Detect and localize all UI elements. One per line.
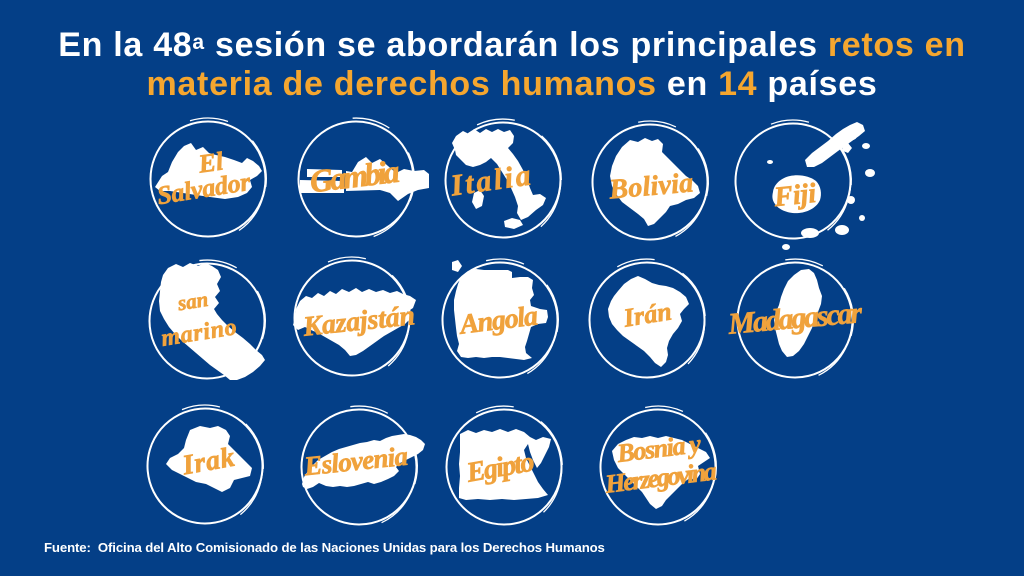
svg-text:Madagascar: Madagascar bbox=[726, 296, 864, 341]
svg-text:Fiji: Fiji bbox=[772, 178, 818, 213]
svg-text:Bolivia: Bolivia bbox=[607, 167, 694, 205]
svg-text:Gambia: Gambia bbox=[308, 153, 402, 200]
svg-text:El: El bbox=[196, 146, 226, 178]
svg-text:san: san bbox=[175, 287, 210, 316]
